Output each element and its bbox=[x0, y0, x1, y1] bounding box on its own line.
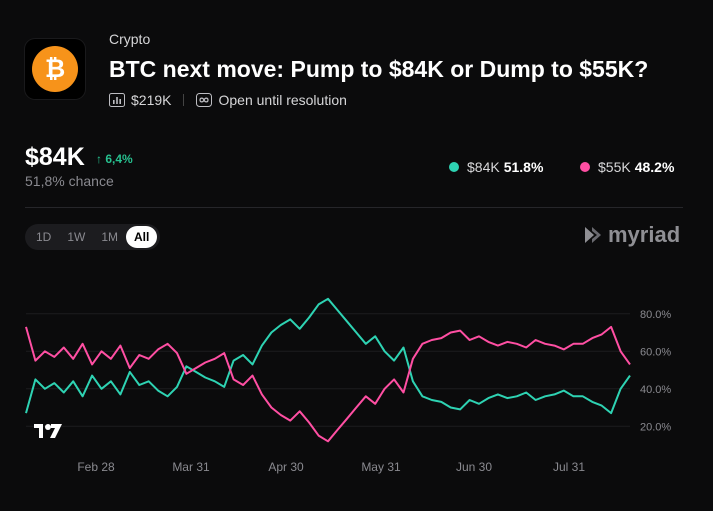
probability-chart: 80.0% 60.0% 40.0% 20.0% Feb 28 Mar 31 Apr 30 M… bbox=[25, 297, 671, 474]
range-1m[interactable]: 1M bbox=[101, 230, 119, 244]
section-divider bbox=[25, 207, 683, 208]
x-tick-label: Feb 28 bbox=[77, 460, 115, 474]
market-meta: $219K Open until resolution bbox=[109, 92, 347, 108]
price-change: ↑ 6,4% bbox=[96, 152, 133, 166]
chart-grid bbox=[26, 313, 630, 427]
market-logo: ₿ bbox=[25, 39, 85, 99]
x-tick-label: Mar 31 bbox=[172, 460, 210, 474]
series-line-84k bbox=[25, 297, 631, 415]
leading-outcome-price: $84K bbox=[25, 143, 85, 171]
infinity-icon bbox=[196, 93, 213, 107]
y-tick-label: 60.0% bbox=[640, 346, 671, 358]
time-range-selector: 1D 1W 1M All bbox=[25, 224, 161, 250]
y-axis: 80.0% 60.0% 40.0% 20.0% bbox=[640, 309, 671, 434]
range-1d[interactable]: 1D bbox=[36, 230, 52, 244]
legend-dot bbox=[580, 162, 590, 172]
range-1w[interactable]: 1W bbox=[67, 230, 86, 244]
x-tick-label: Apr 30 bbox=[268, 460, 304, 474]
legend-value: 48.2% bbox=[634, 159, 675, 175]
x-tick-label: Jul 31 bbox=[553, 460, 585, 474]
series-line-55k bbox=[25, 325, 631, 443]
legend-label: $55K bbox=[598, 159, 631, 175]
range-all[interactable]: All bbox=[126, 226, 158, 248]
outcome-chance: 51,8% chance bbox=[25, 173, 114, 189]
legend-value: 51.8% bbox=[503, 159, 544, 175]
market-title: BTC next move: Pump to $84K or Dump to $… bbox=[109, 56, 649, 82]
y-tick-label: 80.0% bbox=[640, 309, 671, 321]
bar-chart-icon bbox=[109, 93, 125, 107]
chart-lines bbox=[25, 297, 631, 443]
tradingview-icon bbox=[34, 424, 62, 438]
y-tick-label: 40.0% bbox=[640, 384, 671, 396]
bitcoin-icon: ₿ bbox=[32, 46, 78, 92]
myriad-logo-icon bbox=[585, 227, 601, 243]
market-volume: $219K bbox=[131, 92, 172, 108]
market-category[interactable]: Crypto bbox=[109, 31, 151, 47]
brand-logo: myriad bbox=[582, 222, 680, 248]
brand-name: myriad bbox=[608, 222, 681, 247]
y-tick-label: 20.0% bbox=[640, 421, 671, 433]
market-status: Open until resolution bbox=[218, 92, 347, 108]
legend-label: $84K bbox=[467, 159, 500, 175]
legend-item-55k: $55K 48.2% bbox=[580, 159, 674, 175]
svg-text:₿: ₿ bbox=[45, 55, 65, 83]
x-tick-label: May 31 bbox=[361, 460, 401, 474]
x-axis: Feb 28 Mar 31 Apr 30 May 31 Jun 30 Jul 31 bbox=[77, 460, 585, 474]
x-tick-label: Jun 30 bbox=[456, 460, 492, 474]
legend-dot bbox=[449, 162, 459, 172]
legend-item-84k: $84K 51.8% bbox=[449, 159, 543, 175]
meta-divider bbox=[183, 94, 185, 106]
